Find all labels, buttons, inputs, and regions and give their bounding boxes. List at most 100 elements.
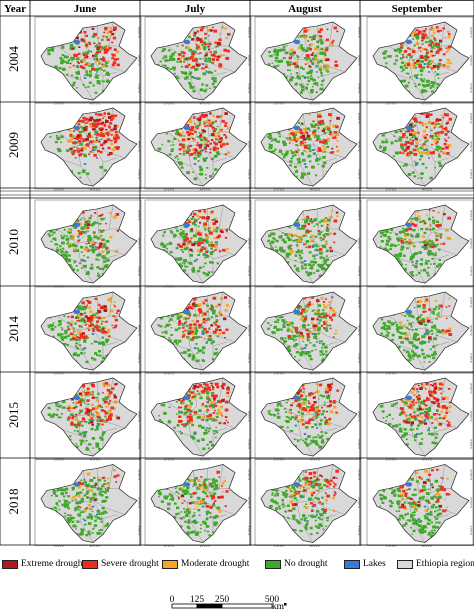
longitude-tick: 40°0'0"E bbox=[90, 188, 101, 192]
drought-map-2010-september: 35°0'0"E 40°0'0"E 15°0'0"N 10°0'0"N 5°0'0"N bbox=[366, 199, 474, 289]
legend-item-moderate-drought: Moderate drought bbox=[162, 559, 249, 569]
lake-marker bbox=[193, 433, 197, 435]
lake-marker bbox=[83, 347, 87, 349]
longitude-tick: 40°0'0"E bbox=[200, 188, 211, 192]
lake-marker bbox=[201, 419, 205, 421]
lake-marker bbox=[83, 519, 87, 522]
lake-marker bbox=[95, 71, 99, 73]
lake-marker bbox=[293, 39, 301, 45]
lake-marker bbox=[405, 482, 413, 487]
legend-item-severe-drought: Severe drought bbox=[82, 559, 159, 569]
legend-item-lakes: Lakes bbox=[344, 559, 386, 569]
lake-marker bbox=[95, 427, 99, 429]
lake-marker bbox=[311, 419, 315, 421]
lake-marker bbox=[201, 149, 205, 151]
latitude-tick: 10°0'0"N bbox=[247, 140, 251, 152]
scale-tick: 125 bbox=[190, 595, 205, 605]
lake-marker bbox=[423, 246, 427, 248]
lake-marker bbox=[205, 427, 209, 429]
legend-swatch bbox=[2, 559, 18, 569]
drought-map-2015-august: 35°0'0"E 40°0'0"E 15°0'0"N 10°0'0"N 5°0'0"N bbox=[254, 372, 362, 462]
latitude-tick: 5°0'0"N bbox=[137, 83, 141, 93]
latitude-tick: 5°0'0"N bbox=[247, 439, 251, 449]
longitude-tick: 40°0'0"E bbox=[310, 188, 321, 192]
latitude-tick: 5°0'0"N bbox=[247, 353, 251, 363]
latitude-tick: 10°0'0"N bbox=[247, 237, 251, 249]
lake-marker bbox=[83, 260, 87, 262]
lake-marker bbox=[315, 513, 319, 516]
drought-map-2015-september: 35°0'0"E 40°0'0"E 15°0'0"N 10°0'0"N 5°0'0"N bbox=[366, 372, 474, 462]
lake-marker bbox=[311, 63, 315, 65]
lake-marker bbox=[423, 63, 427, 65]
latitude-tick: 5°0'0"N bbox=[357, 526, 361, 536]
lake-marker bbox=[193, 519, 197, 522]
latitude-tick: 5°0'0"N bbox=[137, 439, 141, 449]
lake-marker bbox=[423, 505, 427, 508]
drought-map-2014-september: 35°0'0"E 40°0'0"E 15°0'0"N 10°0'0"N 5°0'0"N bbox=[366, 286, 474, 376]
latitude-tick: 15°0'0"N bbox=[469, 469, 473, 481]
lake-marker bbox=[405, 125, 413, 131]
scale-tick: 500 bbox=[265, 595, 280, 605]
legend-item-no-drought: No drought bbox=[265, 559, 328, 569]
lake-marker bbox=[405, 39, 413, 45]
drought-map-2015-july: 35°0'0"E 40°0'0"E 15°0'0"N 10°0'0"N 5°0'0"N bbox=[144, 372, 252, 462]
drought-map-2004-june: 35°0'0"E 40°0'0"E 15°0'0"N 10°0'0"N 5°0'0"N bbox=[34, 16, 142, 106]
longitude-tick: 35°0'0"E bbox=[386, 544, 397, 548]
longitude-tick: 35°0'0"E bbox=[274, 188, 285, 192]
scale-bar: 0 125 250 500 km bbox=[150, 594, 320, 612]
year-column-header: Year bbox=[4, 3, 26, 15]
drought-map-2009-august: 35°0'0"E 40°0'0"E 15°0'0"N 10°0'0"N 5°0'0"N bbox=[254, 102, 362, 192]
latitude-tick: 10°0'0"N bbox=[469, 237, 473, 249]
lake-marker bbox=[95, 513, 99, 516]
longitude-tick: 40°0'0"E bbox=[310, 544, 321, 548]
year-label-2010: 2010 bbox=[6, 229, 21, 255]
lake-marker bbox=[201, 246, 205, 248]
lake-marker bbox=[73, 222, 81, 228]
lake-marker bbox=[315, 71, 319, 73]
legend-item-extreme-drought: Extreme drought bbox=[2, 559, 85, 569]
lake-marker bbox=[423, 419, 427, 421]
longitude-tick: 35°0'0"E bbox=[386, 188, 397, 192]
latitude-tick: 15°0'0"N bbox=[357, 296, 361, 308]
longitude-tick: 35°0'0"E bbox=[274, 102, 285, 106]
latitude-tick: 10°0'0"N bbox=[357, 237, 361, 249]
lake-marker bbox=[205, 157, 209, 159]
lake-marker bbox=[83, 77, 87, 79]
latitude-tick: 15°0'0"N bbox=[247, 296, 251, 308]
latitude-tick: 10°0'0"N bbox=[357, 497, 361, 509]
month-header-june: June bbox=[74, 3, 97, 15]
legend-label: Moderate drought bbox=[181, 559, 250, 569]
latitude-tick: 5°0'0"N bbox=[247, 169, 251, 179]
longitude-tick: 35°0'0"E bbox=[164, 285, 175, 289]
lake-marker bbox=[91, 419, 95, 421]
longitude-tick: 40°0'0"E bbox=[422, 188, 433, 192]
lake-marker bbox=[91, 149, 95, 151]
latitude-tick: 15°0'0"N bbox=[357, 209, 361, 221]
drought-map-2014-august: 35°0'0"E 40°0'0"E 15°0'0"N 10°0'0"N 5°0'0"N bbox=[254, 286, 362, 376]
lake-marker bbox=[205, 513, 209, 516]
legend-label: No drought bbox=[284, 559, 328, 569]
year-label-2018: 2018 bbox=[6, 489, 21, 515]
latitude-tick: 15°0'0"N bbox=[469, 112, 473, 124]
lake-marker bbox=[427, 157, 431, 159]
lake-marker bbox=[405, 222, 413, 228]
lake-marker bbox=[205, 71, 209, 73]
longitude-tick: 40°0'0"E bbox=[422, 285, 433, 289]
legend-swatch bbox=[82, 559, 98, 569]
lake-marker bbox=[293, 482, 301, 487]
year-label-2014: 2014 bbox=[6, 316, 21, 343]
lake-marker bbox=[315, 341, 319, 343]
longitude-tick: 40°0'0"E bbox=[310, 372, 321, 376]
lake-marker bbox=[95, 341, 99, 343]
lake-marker bbox=[201, 333, 205, 335]
lake-marker bbox=[405, 395, 413, 401]
latitude-tick: 5°0'0"N bbox=[137, 526, 141, 536]
lake-marker bbox=[415, 260, 419, 262]
drought-map-2004-july: 35°0'0"E 40°0'0"E 15°0'0"N 10°0'0"N 5°0'0"N bbox=[144, 16, 252, 106]
drought-map-2004-september: 35°0'0"E 40°0'0"E 15°0'0"N 10°0'0"N 5°0'0"N bbox=[366, 16, 474, 106]
month-header-august: August bbox=[288, 3, 322, 15]
legend-swatch bbox=[344, 559, 360, 569]
lake-marker bbox=[315, 157, 319, 159]
longitude-tick: 40°0'0"E bbox=[200, 285, 211, 289]
latitude-tick: 10°0'0"N bbox=[469, 54, 473, 66]
